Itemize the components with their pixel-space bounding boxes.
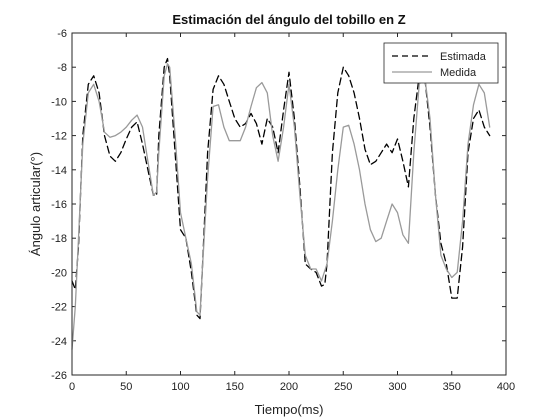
x-tick-label: 100 bbox=[171, 381, 189, 393]
x-axis-ticks: 0 50 100 150 200 250 300 350 400 bbox=[69, 33, 515, 393]
y-tick-label: -16 bbox=[51, 199, 67, 211]
x-tick-label: 150 bbox=[226, 381, 244, 393]
y-tick-label: -22 bbox=[51, 302, 67, 314]
y-axis-title: Ángulo articular(°) bbox=[28, 152, 43, 256]
plot-frame bbox=[71, 32, 507, 376]
x-tick-label: 200 bbox=[280, 381, 298, 393]
series-line-estimada bbox=[71, 57, 491, 320]
x-tick-label: 300 bbox=[388, 381, 406, 393]
x-tick-label: 400 bbox=[497, 381, 515, 393]
y-tick-label: -12 bbox=[51, 131, 67, 143]
plot-background bbox=[72, 33, 506, 375]
x-tick-label: 350 bbox=[443, 381, 461, 393]
y-tick-label: -8 bbox=[57, 62, 67, 74]
x-tick-label: 0 bbox=[69, 381, 75, 393]
legend-box bbox=[383, 42, 499, 84]
x-tick-label: 50 bbox=[120, 381, 132, 393]
legend-label-medida: Medida bbox=[440, 67, 477, 79]
y-tick-label: -24 bbox=[51, 336, 67, 348]
y-tick-label: -10 bbox=[51, 96, 67, 108]
x-tick-label: 250 bbox=[334, 381, 352, 393]
series-line-medida bbox=[71, 63, 491, 351]
legend: Estimada Medida bbox=[383, 42, 499, 84]
series-layer bbox=[71, 57, 491, 351]
chart-title: Estimación del ángulo del tobillo en Z bbox=[172, 12, 405, 27]
y-tick-label: -14 bbox=[51, 165, 67, 177]
y-axis-ticks: -6 -8 -10 -12 -14 -16 -18 -20 -22 -24 -26 bbox=[51, 28, 506, 382]
y-tick-label: -26 bbox=[51, 370, 67, 382]
y-tick-label: -18 bbox=[51, 233, 67, 245]
y-tick-label: -6 bbox=[57, 28, 67, 40]
legend-label-estimada: Estimada bbox=[440, 51, 487, 63]
y-tick-label: -20 bbox=[51, 267, 67, 279]
x-axis-title: Tiempo(ms) bbox=[255, 402, 324, 417]
